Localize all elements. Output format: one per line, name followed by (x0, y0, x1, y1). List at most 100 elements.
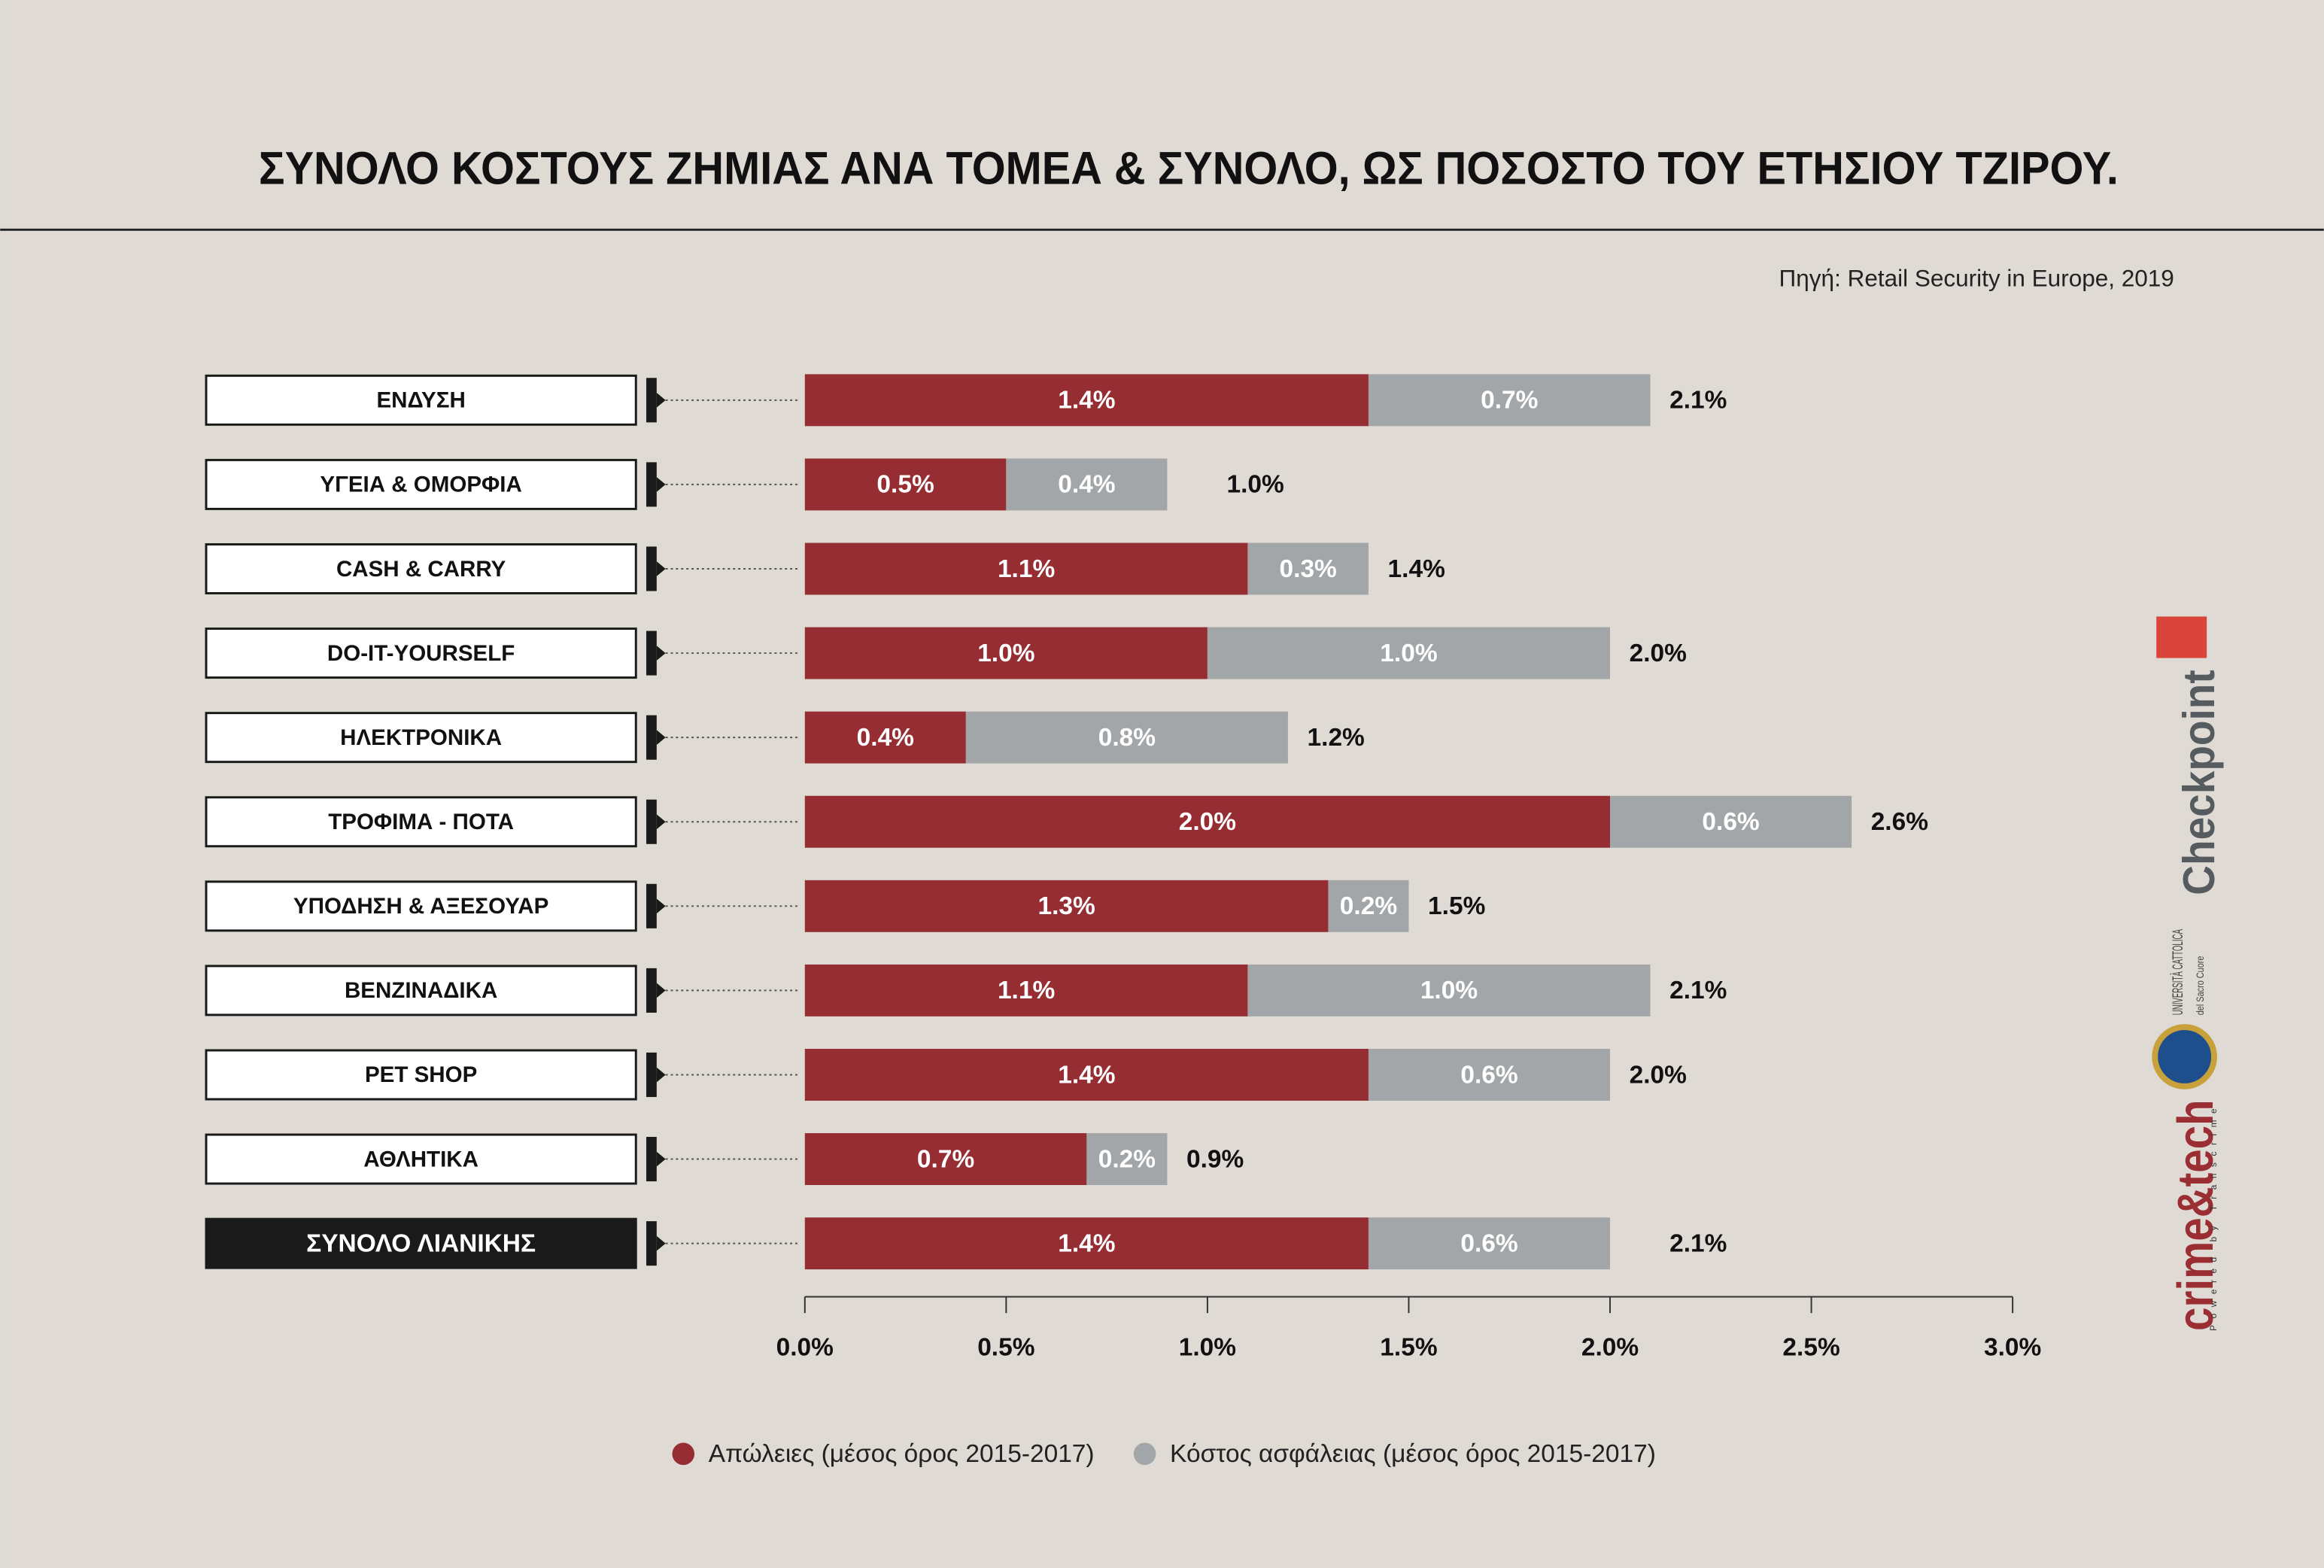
value-label: 0.4% (857, 724, 914, 752)
bar-segment (1207, 627, 1611, 679)
x-tick-label: 2.5% (1782, 1333, 1839, 1361)
subtitle: Πηγή: Retail Security in Europe, 2019 (1779, 265, 2174, 292)
row-marker (646, 799, 657, 844)
row-marker-tip (656, 1151, 666, 1167)
row-marker (646, 378, 657, 423)
category-label: ΣΥΝΟΛΟ ΛΙΑΝΙΚΗΣ (306, 1229, 536, 1257)
category-label: ΥΠΟΔΗΣΗ & ΑΞΕΣΟΥΑΡ (293, 894, 548, 919)
value-label: 1.0% (1420, 977, 1478, 1004)
category-label: DO-IT-YOURSELF (327, 641, 515, 666)
total-label: 2.0% (1630, 640, 1687, 667)
x-tick-label: 3.0% (1984, 1333, 2041, 1361)
total-label: 2.1% (1669, 977, 1727, 1004)
value-label: 0.7% (917, 1145, 974, 1173)
value-label: 0.6% (1702, 808, 1759, 836)
category-box (205, 628, 637, 679)
bar-segment (1247, 542, 1369, 595)
logos: Checkpoint UNIVERSITÀ CATTOLICA del Sacr… (2152, 616, 2224, 1331)
crimetech-logo: crime&tech (2168, 1100, 2224, 1331)
value-label: 1.1% (998, 555, 1055, 583)
row-marker-tip (656, 898, 666, 914)
bar-segment (804, 374, 1369, 427)
category-box (205, 880, 637, 932)
value-label: 0.5% (876, 471, 934, 499)
category-label: ΒΕΝΖΙΝΑΔΙΚΑ (345, 978, 497, 1003)
row-marker-tip (656, 814, 666, 830)
row-marker (646, 1221, 657, 1266)
category-box (205, 712, 637, 764)
bar-segment (804, 1048, 1369, 1101)
row-marker (646, 546, 657, 591)
category-box (205, 1133, 637, 1185)
row-marker (646, 1052, 657, 1098)
category-label: CASH & CARRY (336, 557, 506, 582)
row-marker-tip (656, 1067, 666, 1083)
total-label: 1.5% (1428, 892, 1485, 920)
total-label: 2.6% (1871, 808, 1928, 836)
checkpoint-icon (2156, 616, 2207, 658)
row-marker (646, 968, 657, 1013)
category-box (205, 1217, 637, 1269)
legend-label: Απώλειες (μέσος όρος 2015-2017) (709, 1440, 1095, 1468)
value-label: 0.4% (1058, 471, 1115, 499)
row-marker-tip (656, 983, 666, 998)
bar-segment (1328, 880, 1409, 932)
bar-segment (1368, 1048, 1611, 1101)
row-marker-tip (656, 392, 666, 408)
legend-swatch (1133, 1442, 1156, 1466)
value-label: 1.4% (1058, 1061, 1115, 1089)
bar-segment (1086, 1133, 1168, 1186)
bar-segment (804, 1133, 1087, 1186)
value-label: 0.2% (1098, 1145, 1156, 1173)
row-marker (646, 462, 657, 507)
chart-title: ΣΥΝΟΛΟ ΚΟΣΤΟΥΣ ΖΗΜΙΑΣ ΑΝΑ ΤΟΜΕΑ & ΣΥΝΟΛΟ… (259, 143, 2119, 194)
university-sub: del Sacro Cuore (2195, 956, 2206, 1015)
row-marker (646, 883, 657, 928)
bar-segment (1368, 374, 1651, 427)
university-seal (2152, 1024, 2217, 1089)
total-label: 2.0% (1630, 1061, 1687, 1089)
bar-segment (1006, 458, 1168, 511)
value-label: 1.4% (1058, 1229, 1115, 1257)
value-label: 1.0% (977, 640, 1034, 667)
value-label: 1.4% (1058, 387, 1115, 415)
bar-segment (1368, 1217, 1611, 1270)
category-label: ΤΡΟΦΙΜΑ - ΠΟΤΑ (328, 810, 514, 834)
bar-segment (804, 964, 1248, 1016)
bar-segment (1610, 795, 1852, 848)
value-label: 0.6% (1460, 1061, 1517, 1089)
total-label: 2.1% (1669, 1229, 1727, 1257)
total-label: 2.1% (1669, 387, 1727, 415)
checkpoint-logo: Checkpoint (2174, 670, 2224, 895)
row-marker-tip (656, 561, 666, 576)
bar-segment (804, 795, 1611, 848)
category-label: PET SHOP (365, 1062, 477, 1087)
category-box (205, 374, 637, 426)
row-marker-tip (656, 730, 666, 745)
bar-segment (804, 711, 966, 764)
x-tick-label: 2.0% (1581, 1333, 1639, 1361)
value-label: 1.3% (1037, 892, 1095, 920)
value-label: 0.7% (1481, 387, 1538, 415)
value-label: 0.3% (1280, 555, 1337, 583)
value-label: 1.0% (1380, 640, 1437, 667)
legend-label: Κόστος ασφάλειας (μέσος όρος 2015-2017) (1170, 1440, 1656, 1468)
category-box (205, 796, 637, 848)
university-logo: UNIVERSITÀ CATTOLICA (2169, 929, 2186, 1016)
x-tick-label: 1.5% (1380, 1333, 1437, 1361)
bar-segment (804, 458, 1007, 511)
bar-segment (804, 627, 1208, 679)
bar-segment (1247, 964, 1651, 1016)
category-box (205, 1049, 637, 1101)
category-box (205, 543, 637, 594)
row-marker (646, 631, 657, 676)
x-tick-label: 1.0% (1179, 1333, 1236, 1361)
x-tick-label: 0.0% (776, 1333, 834, 1361)
category-box (205, 458, 637, 510)
value-label: 1.1% (998, 977, 1055, 1004)
value-label: 0.8% (1098, 724, 1156, 752)
bar-segment (804, 1217, 1369, 1270)
category-label: ΑΘΛΗΤΙΚΑ (363, 1147, 478, 1171)
